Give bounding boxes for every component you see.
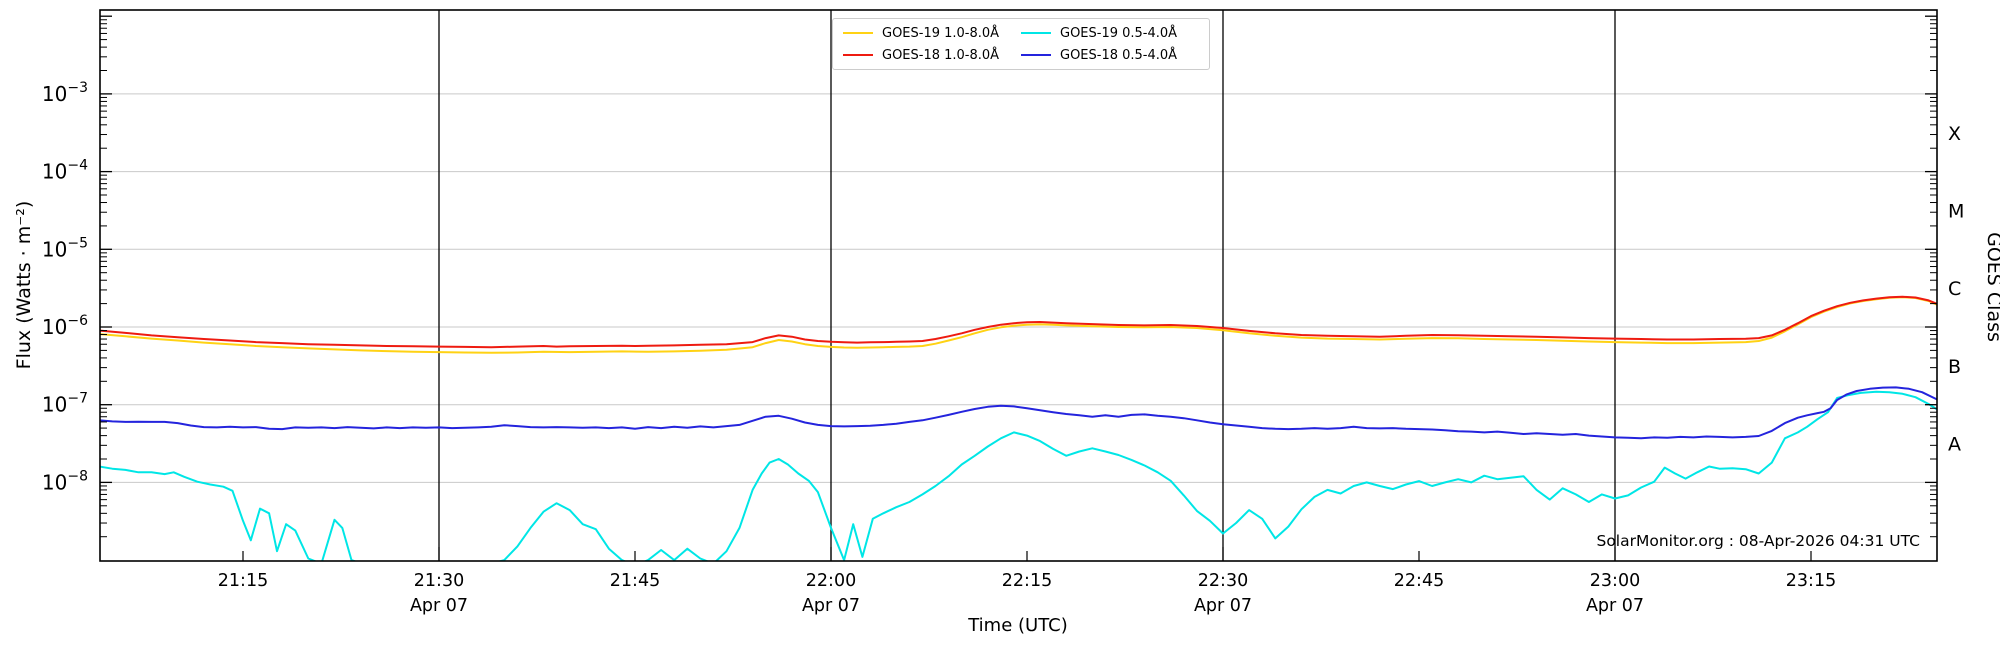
x-tick-label: 23:00 [1590, 571, 1640, 591]
goes-class-letter-x: X [1948, 123, 1961, 145]
y-axis-label-flux: Flux (Watts · m⁻²) [13, 201, 35, 370]
x-tick-label: 23:15 [1786, 571, 1836, 591]
goes-class-letter-a: A [1948, 434, 1961, 456]
legend-line-swatch [843, 54, 873, 56]
x-tick-day-label: Apr 07 [1194, 596, 1252, 616]
series-goes-18-1-0-8-0- [100, 295, 1937, 349]
y-axis-label-goes-class: GOES Class [1983, 232, 2000, 342]
x-tick-label: 21:45 [610, 571, 660, 591]
x-tick-day-label: Apr 07 [802, 596, 860, 616]
series-goes-19-0-5-4-0- [100, 390, 1937, 561]
legend-item: GOES-18 0.5-4.0Å [1021, 44, 1199, 66]
legend: GOES-19 1.0-8.0Å GOES-19 0.5-4.0Å GOES-18 … [832, 18, 1210, 70]
y-tick-label: 10−4 [42, 158, 88, 184]
x-tick-label: 21:15 [218, 571, 268, 591]
y-tick-label: 10−7 [42, 391, 88, 417]
goes-class-letter-c: C [1948, 278, 1961, 300]
y-tick-label: 10−3 [42, 80, 88, 106]
x-tick-day-label: Apr 07 [1586, 596, 1644, 616]
plot-frame [99, 9, 1938, 562]
series-goes-19-1-0-8-0- [100, 296, 1937, 354]
y-tick-label: 10−6 [42, 313, 88, 339]
goes-class-letter-m: M [1948, 200, 1964, 222]
x-axis-label-time: Time (UTC) [967, 615, 1068, 636]
axis-tick-labels: 21:15 21:30 Apr 07 21:45 22:00 Apr 07 22:15 22:… [42, 80, 1965, 616]
legend-label: GOES-18 1.0-8.0Å [882, 47, 1000, 63]
legend-line-swatch [843, 32, 873, 34]
legend-item: GOES-19 1.0-8.0Å [843, 22, 1021, 44]
y-tick-label: 10−5 [42, 235, 88, 261]
x-tick-label: 22:15 [1002, 571, 1052, 591]
axis-ticks [100, 15, 1937, 561]
x-tick-label: 22:45 [1394, 571, 1444, 591]
legend-line-swatch [1021, 32, 1051, 34]
x-tick-label: 21:30 [414, 571, 464, 591]
legend-label: GOES-19 1.0-8.0Å [882, 25, 1000, 41]
legend-label: GOES-19 0.5-4.0Å [1060, 25, 1178, 41]
watermark-text: SolarMonitor.org : 08-Apr-2026 04:31 UTC [1596, 532, 1920, 550]
legend-item: GOES-18 1.0-8.0Å [843, 44, 1021, 66]
series-goes-18-0-5-4-0- [100, 386, 1937, 440]
legend-line-swatch [1021, 54, 1051, 56]
legend-label: GOES-18 0.5-4.0Å [1060, 47, 1178, 63]
grid-lines [100, 93, 1937, 483]
legend-item: GOES-19 0.5-4.0Å [1021, 22, 1199, 44]
goes-class-letter-b: B [1948, 356, 1961, 378]
day-boundary-lines [438, 10, 1616, 561]
x-tick-day-label: Apr 07 [410, 596, 468, 616]
x-tick-label: 22:30 [1198, 571, 1248, 591]
y-tick-label: 10−8 [42, 468, 88, 494]
flux-series-lines [100, 295, 1937, 561]
x-tick-label: 22:00 [806, 571, 856, 591]
